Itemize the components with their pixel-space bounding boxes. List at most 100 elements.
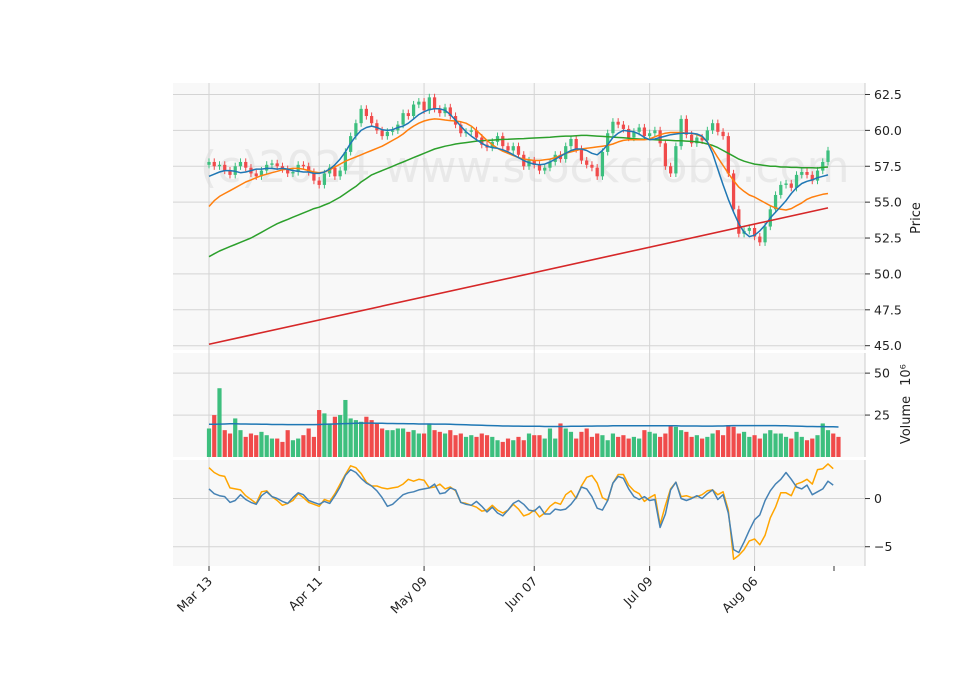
volume-bar <box>799 436 804 457</box>
candle-body <box>611 121 615 134</box>
volume-bar <box>448 430 453 457</box>
candle-body <box>574 138 578 150</box>
volume-bar <box>741 431 747 457</box>
candle-body <box>469 130 473 132</box>
volume-bar <box>306 428 311 457</box>
candle-body <box>401 113 405 125</box>
candle-body <box>590 164 594 168</box>
candle-body <box>212 161 216 167</box>
candle-body <box>710 123 715 131</box>
volume-bar <box>547 428 553 457</box>
oscillator-line-1 <box>208 468 834 554</box>
candle-body <box>438 108 442 114</box>
volume-bar <box>332 416 337 457</box>
candle-body <box>637 127 641 132</box>
volume-bar <box>285 430 290 457</box>
volume-bar <box>516 436 521 457</box>
candle-body <box>474 130 479 138</box>
volume-bar <box>794 431 799 457</box>
volume-bar <box>495 440 500 457</box>
x-tick-label: Jul 09 <box>620 573 656 609</box>
candle-body <box>632 131 636 138</box>
candle-body <box>716 123 720 132</box>
volume-bar <box>579 431 584 457</box>
candle-body <box>548 161 552 168</box>
volume-bar <box>469 435 474 457</box>
candle-body <box>674 146 678 174</box>
volume-bar <box>453 435 458 457</box>
candle-body <box>244 161 248 168</box>
volume-bar <box>836 436 841 457</box>
volume-bar <box>553 438 558 457</box>
candle-body <box>789 183 793 188</box>
volume-bar <box>825 430 831 457</box>
volume-bar <box>427 423 432 457</box>
candle-body <box>317 180 321 185</box>
volume-bar <box>731 426 736 457</box>
candle-body <box>354 123 358 137</box>
volume-bar <box>558 423 563 457</box>
volume-bar <box>647 431 652 457</box>
candle-body <box>721 131 725 137</box>
price-axis-title: Price <box>909 202 924 234</box>
volume-bar <box>715 430 720 457</box>
candle-body <box>217 164 222 167</box>
volume-bar <box>479 433 484 457</box>
volume-bar <box>773 433 778 457</box>
volume-bar <box>353 420 358 457</box>
candle-body <box>653 130 657 134</box>
oscillator-tick-label: −5 <box>874 539 892 554</box>
volume-axis-exponent: 10⁶ <box>899 364 914 386</box>
volume-bar <box>437 431 442 457</box>
volume-bar <box>684 431 689 457</box>
volume-bar <box>768 430 773 457</box>
candle-body <box>432 97 437 109</box>
candle-body <box>663 143 668 167</box>
volume-bar <box>526 433 532 457</box>
candle-body <box>364 108 368 117</box>
price-tick-label: 47.5 <box>874 302 902 317</box>
volume-bar <box>789 438 794 457</box>
candle-body <box>516 146 521 155</box>
candle-body <box>207 161 211 165</box>
volume-bar <box>642 430 647 457</box>
volume-bar <box>364 416 369 457</box>
candle-body <box>369 116 374 124</box>
candle-body <box>569 138 573 147</box>
candle-body <box>689 134 694 144</box>
candle-body <box>627 128 631 138</box>
candle-body <box>669 166 673 174</box>
volume-axis-title: Volume <box>899 396 914 444</box>
x-tick-label: Mar 13 <box>174 574 215 615</box>
volume-bar <box>810 438 815 457</box>
volume-bar <box>631 436 637 457</box>
candle-body <box>805 172 809 175</box>
volume-bar <box>747 436 752 457</box>
candle-body <box>501 136 505 147</box>
volume-bar <box>778 433 783 457</box>
candle-body <box>695 137 699 144</box>
candle-body <box>779 184 783 195</box>
volume-bar <box>290 440 296 457</box>
volume-bar <box>254 435 259 457</box>
price-tick-label: 57.5 <box>874 159 902 174</box>
candle-body <box>385 131 389 137</box>
volume-bar <box>694 435 699 457</box>
price-tick-label: 52.5 <box>874 231 902 246</box>
volume-bar <box>227 433 233 457</box>
x-tick-label: Jun 07 <box>501 574 540 613</box>
x-tick-label: Aug 06 <box>719 573 761 615</box>
volume-bar <box>762 433 768 457</box>
candle-body <box>684 118 688 135</box>
volume-bar <box>442 433 448 457</box>
volume-bar <box>374 423 379 457</box>
volume-bar <box>463 436 469 457</box>
candle-body <box>511 146 515 151</box>
candle-body <box>301 164 306 167</box>
candle-body <box>254 173 258 177</box>
volume-bar <box>406 431 411 457</box>
candle-body <box>275 163 279 167</box>
volume-bar <box>269 438 275 457</box>
volume-bar <box>259 431 264 457</box>
volume-bar <box>820 423 825 457</box>
